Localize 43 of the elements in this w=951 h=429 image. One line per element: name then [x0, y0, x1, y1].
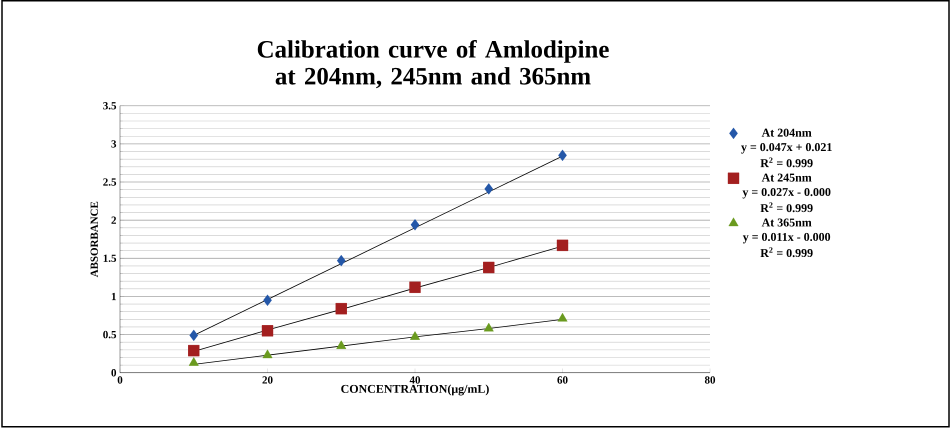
legend-label: At 204nm [762, 128, 812, 137]
point [336, 255, 346, 266]
point [189, 330, 198, 342]
y-tick-label: 3 [111, 140, 116, 148]
point [262, 325, 274, 337]
text: R$^{2}$ = 0.999 [760, 202, 813, 212]
y-tick-label: 1.5 [104, 254, 116, 262]
y-tick-label: 2.5 [103, 178, 116, 186]
point [188, 345, 200, 356]
point [262, 350, 272, 358]
point [484, 183, 494, 195]
point [558, 150, 567, 162]
text: R$^{2}$ = 0.999 [760, 247, 813, 258]
x-tick-label: 80 [704, 376, 716, 384]
x-axis-title: CONCENTRATION(μg/mL) [341, 384, 489, 396]
y-tick-label: 3.5 [103, 102, 116, 110]
point [410, 331, 420, 340]
legend-label: At 245nm [762, 174, 812, 182]
text: y = 0.027x - 0.000 [742, 188, 830, 199]
text: y = 0.011x - 0.000 [742, 233, 830, 244]
x-tick-label: 60 [557, 376, 568, 384]
point [558, 313, 568, 322]
text: R$^{2}$ = 0.999 [760, 158, 813, 168]
x-tick-label: 20 [262, 376, 273, 384]
y-axis-title: ABSORBANCE [90, 202, 98, 278]
point [484, 322, 494, 332]
point [410, 219, 420, 231]
legend-label: At 365nm [762, 218, 812, 227]
point [556, 240, 568, 252]
x-tick-label: 40 [410, 376, 420, 384]
y-tick-label: 0 [111, 369, 116, 377]
point [483, 262, 494, 274]
point [263, 294, 272, 306]
point [188, 357, 199, 366]
x-tick-label: 0 [118, 376, 122, 384]
chart-title: Calibration curve of Amlodipine at 204nm, 245nm and 365nm [258, 40, 609, 88]
point [336, 340, 346, 350]
point [409, 282, 421, 294]
y-tick-label: 0.5 [103, 331, 116, 338]
y-tick-label: 2 [111, 216, 116, 224]
text: y = 0.047x + 0.021 [741, 143, 832, 154]
y-tick-label: 1 [112, 292, 116, 300]
point [336, 303, 347, 314]
